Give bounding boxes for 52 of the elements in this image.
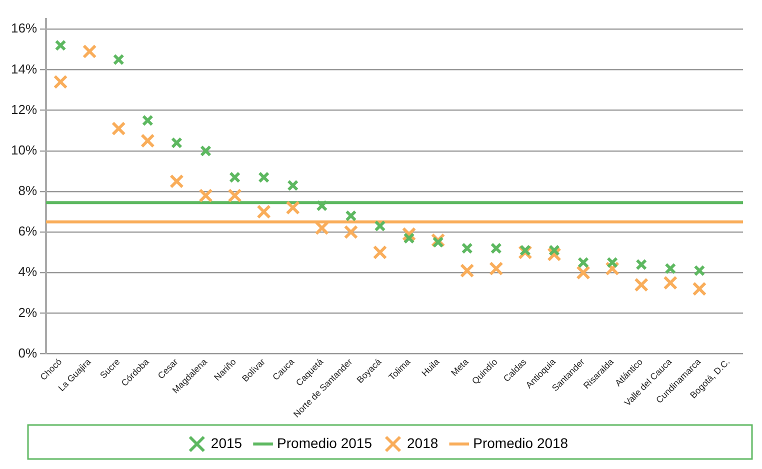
legend-label: Promedio 2015	[277, 434, 372, 451]
point	[111, 121, 126, 136]
point	[198, 188, 213, 203]
point	[53, 74, 68, 90]
point	[258, 172, 270, 184]
point	[82, 44, 97, 59]
point	[344, 224, 358, 240]
point	[578, 256, 590, 268]
point	[403, 232, 415, 244]
point	[460, 263, 474, 278]
y-tick-label: 6%	[18, 224, 38, 239]
point	[256, 204, 271, 219]
point	[200, 145, 212, 157]
y-tick-label: 16%	[10, 20, 38, 36]
point	[634, 278, 649, 292]
point	[576, 265, 590, 280]
y-tick-label: 8%	[18, 183, 38, 198]
y-tick-label: 14%	[10, 61, 38, 76]
point	[663, 276, 678, 290]
point	[490, 242, 502, 254]
point	[664, 262, 676, 274]
point	[170, 137, 182, 149]
point	[112, 54, 124, 66]
point	[316, 200, 328, 212]
point	[372, 245, 388, 260]
point	[287, 180, 299, 192]
point	[636, 258, 648, 270]
y-tick-label: 10%	[10, 142, 38, 158]
y-tick-label: 2%	[18, 304, 38, 320]
point	[170, 174, 184, 188]
point	[142, 114, 154, 126]
y-tick-label: 0%	[18, 345, 38, 360]
legend-label: 2015	[210, 434, 242, 451]
point	[286, 200, 300, 215]
y-tick-label: 12%	[10, 102, 38, 117]
point	[548, 244, 560, 256]
point	[606, 256, 618, 268]
point	[140, 134, 155, 148]
point	[692, 282, 707, 296]
point	[432, 236, 444, 248]
point	[345, 210, 357, 222]
legend-label: 2018	[407, 434, 438, 451]
point	[229, 172, 241, 184]
point	[54, 40, 66, 52]
point	[519, 244, 531, 256]
point	[374, 220, 386, 232]
point	[461, 242, 473, 254]
point	[228, 188, 242, 203]
point	[488, 261, 504, 276]
point	[694, 264, 706, 276]
y-tick-label: 4%	[18, 264, 38, 280]
legend-label: Promedio 2018	[473, 434, 568, 451]
